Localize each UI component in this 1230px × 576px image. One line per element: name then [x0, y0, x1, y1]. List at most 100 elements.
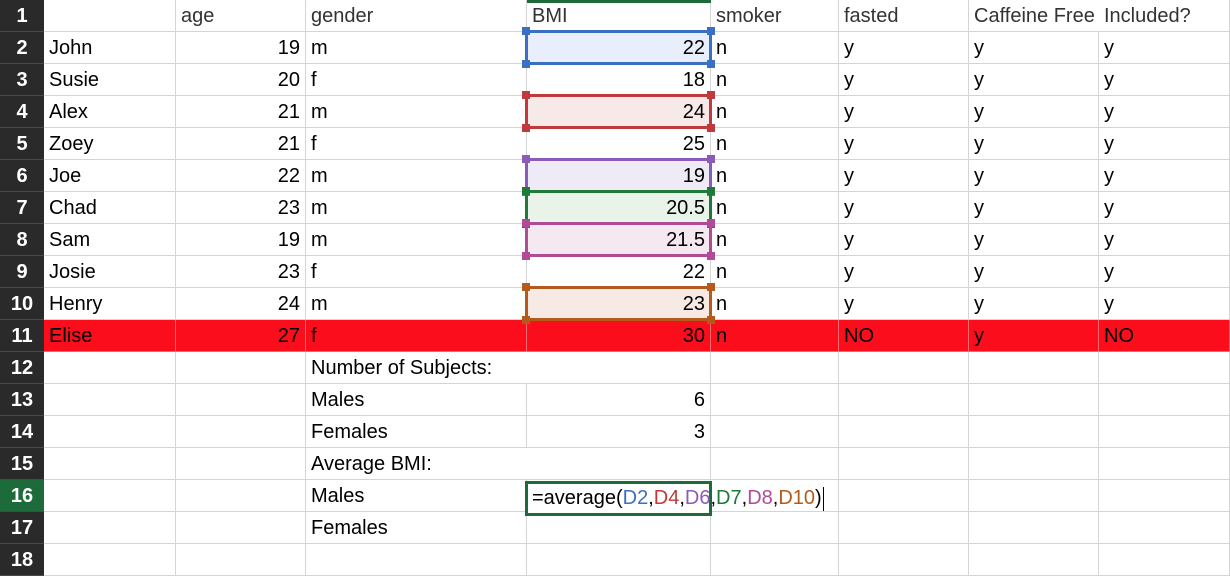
- cell-age-row-10[interactable]: 24: [176, 288, 306, 320]
- cell-fasted-row-16[interactable]: [839, 480, 969, 512]
- cell-included-row-9[interactable]: y: [1099, 256, 1230, 288]
- cell-age-row-3[interactable]: 20: [176, 64, 306, 96]
- cell-gender-row-16[interactable]: Males: [306, 480, 527, 512]
- column-header-smoker[interactable]: smoker: [711, 0, 839, 32]
- cell-age-row-7[interactable]: 23: [176, 192, 306, 224]
- cell-bmi-row-15[interactable]: [527, 448, 711, 480]
- cell-caffeine-free-row-7[interactable]: y: [969, 192, 1099, 224]
- cell-age-row-2[interactable]: 19: [176, 32, 306, 64]
- cell-bmi-row-12[interactable]: [527, 352, 711, 384]
- cell-gender-row-14[interactable]: Females: [306, 416, 527, 448]
- cell-bmi-row-5[interactable]: 25: [527, 128, 711, 160]
- cell-bmi-row-9[interactable]: 22: [527, 256, 711, 288]
- cell-name-row-5[interactable]: Zoey: [44, 128, 176, 160]
- cell-gender-row-12[interactable]: Number of Subjects:: [306, 352, 527, 384]
- cell-smoker-row-4[interactable]: n: [711, 96, 839, 128]
- cell-caffeine-free-row-4[interactable]: y: [969, 96, 1099, 128]
- cell-caffeine-free-row-16[interactable]: [969, 480, 1099, 512]
- row-header-9[interactable]: 9: [0, 256, 44, 288]
- cell-smoker-row-14[interactable]: [711, 416, 839, 448]
- row-header-16[interactable]: 16: [0, 480, 44, 512]
- cell-fasted-row-2[interactable]: y: [839, 32, 969, 64]
- cell-smoker-row-10[interactable]: n: [711, 288, 839, 320]
- cell-caffeine-free-row-15[interactable]: [969, 448, 1099, 480]
- cell-smoker-row-11[interactable]: n: [711, 320, 839, 352]
- cell-gender-row-13[interactable]: Males: [306, 384, 527, 416]
- cell-name-row-16[interactable]: [44, 480, 176, 512]
- cell-fasted-row-11[interactable]: NO: [839, 320, 969, 352]
- cell-age-row-14[interactable]: [176, 416, 306, 448]
- cell-bmi-row-8[interactable]: 21.5: [527, 224, 711, 256]
- cell-smoker-row-5[interactable]: n: [711, 128, 839, 160]
- cell-smoker-row-16[interactable]: [711, 480, 839, 512]
- cell-caffeine-free-row-11[interactable]: y: [969, 320, 1099, 352]
- row-header-12[interactable]: 12: [0, 352, 44, 384]
- cell-smoker-row-13[interactable]: [711, 384, 839, 416]
- cell-name-row-6[interactable]: Joe: [44, 160, 176, 192]
- cell-bmi-row-17[interactable]: [527, 512, 711, 544]
- cell-gender-row-11[interactable]: f: [306, 320, 527, 352]
- row-header-11[interactable]: 11: [0, 320, 44, 352]
- cell-bmi-row-6[interactable]: 19: [527, 160, 711, 192]
- cell-age-row-18[interactable]: [176, 544, 306, 576]
- row-header-13[interactable]: 13: [0, 384, 44, 416]
- cell-caffeine-free-row-6[interactable]: y: [969, 160, 1099, 192]
- cell-bmi-row-2[interactable]: 22: [527, 32, 711, 64]
- cell-fasted-row-15[interactable]: [839, 448, 969, 480]
- column-header-name[interactable]: [44, 0, 176, 32]
- cell-fasted-row-18[interactable]: [839, 544, 969, 576]
- cell-included-row-2[interactable]: y: [1099, 32, 1230, 64]
- cell-smoker-row-17[interactable]: [711, 512, 839, 544]
- cell-age-row-16[interactable]: [176, 480, 306, 512]
- cell-gender-row-9[interactable]: f: [306, 256, 527, 288]
- row-header-2[interactable]: 2: [0, 32, 44, 64]
- cell-included-row-18[interactable]: [1099, 544, 1230, 576]
- cell-gender-row-10[interactable]: m: [306, 288, 527, 320]
- cell-age-row-15[interactable]: [176, 448, 306, 480]
- cell-name-row-14[interactable]: [44, 416, 176, 448]
- cell-name-row-4[interactable]: Alex: [44, 96, 176, 128]
- cell-smoker-row-8[interactable]: n: [711, 224, 839, 256]
- cell-name-row-2[interactable]: John: [44, 32, 176, 64]
- cell-age-row-8[interactable]: 19: [176, 224, 306, 256]
- column-header-fasted[interactable]: fasted: [839, 0, 969, 32]
- cell-included-row-7[interactable]: y: [1099, 192, 1230, 224]
- cell-caffeine-free-row-18[interactable]: [969, 544, 1099, 576]
- row-header-6[interactable]: 6: [0, 160, 44, 192]
- column-header-caffeine-free[interactable]: Caffeine Free: [969, 0, 1099, 32]
- cell-caffeine-free-row-12[interactable]: [969, 352, 1099, 384]
- cell-included-row-17[interactable]: [1099, 512, 1230, 544]
- cell-gender-row-3[interactable]: f: [306, 64, 527, 96]
- row-header-3[interactable]: 3: [0, 64, 44, 96]
- cell-fasted-row-17[interactable]: [839, 512, 969, 544]
- cell-included-row-5[interactable]: y: [1099, 128, 1230, 160]
- row-header-4[interactable]: 4: [0, 96, 44, 128]
- cell-fasted-row-3[interactable]: y: [839, 64, 969, 96]
- cell-gender-row-15[interactable]: Average BMI:: [306, 448, 527, 480]
- cell-caffeine-free-row-13[interactable]: [969, 384, 1099, 416]
- cell-caffeine-free-row-9[interactable]: y: [969, 256, 1099, 288]
- cell-age-row-5[interactable]: 21: [176, 128, 306, 160]
- active-cell-D16[interactable]: [525, 481, 712, 516]
- row-header-15[interactable]: 15: [0, 448, 44, 480]
- cell-included-row-6[interactable]: y: [1099, 160, 1230, 192]
- cell-bmi-row-10[interactable]: 23: [527, 288, 711, 320]
- cell-gender-row-8[interactable]: m: [306, 224, 527, 256]
- cell-smoker-row-7[interactable]: n: [711, 192, 839, 224]
- cell-bmi-row-13[interactable]: 6: [527, 384, 711, 416]
- column-header-age[interactable]: age: [176, 0, 306, 32]
- cell-age-row-11[interactable]: 27: [176, 320, 306, 352]
- formula-editor[interactable]: =average(D2,D4,D6,D7,D8,D10): [532, 482, 824, 514]
- cell-bmi-row-4[interactable]: 24: [527, 96, 711, 128]
- cell-name-row-18[interactable]: [44, 544, 176, 576]
- cell-name-row-7[interactable]: Chad: [44, 192, 176, 224]
- cell-caffeine-free-row-5[interactable]: y: [969, 128, 1099, 160]
- cell-age-row-4[interactable]: 21: [176, 96, 306, 128]
- row-header-1[interactable]: 1: [0, 0, 44, 32]
- row-header-7[interactable]: 7: [0, 192, 44, 224]
- cell-gender-row-17[interactable]: Females: [306, 512, 527, 544]
- cell-name-row-12[interactable]: [44, 352, 176, 384]
- cell-included-row-8[interactable]: y: [1099, 224, 1230, 256]
- cell-fasted-row-8[interactable]: y: [839, 224, 969, 256]
